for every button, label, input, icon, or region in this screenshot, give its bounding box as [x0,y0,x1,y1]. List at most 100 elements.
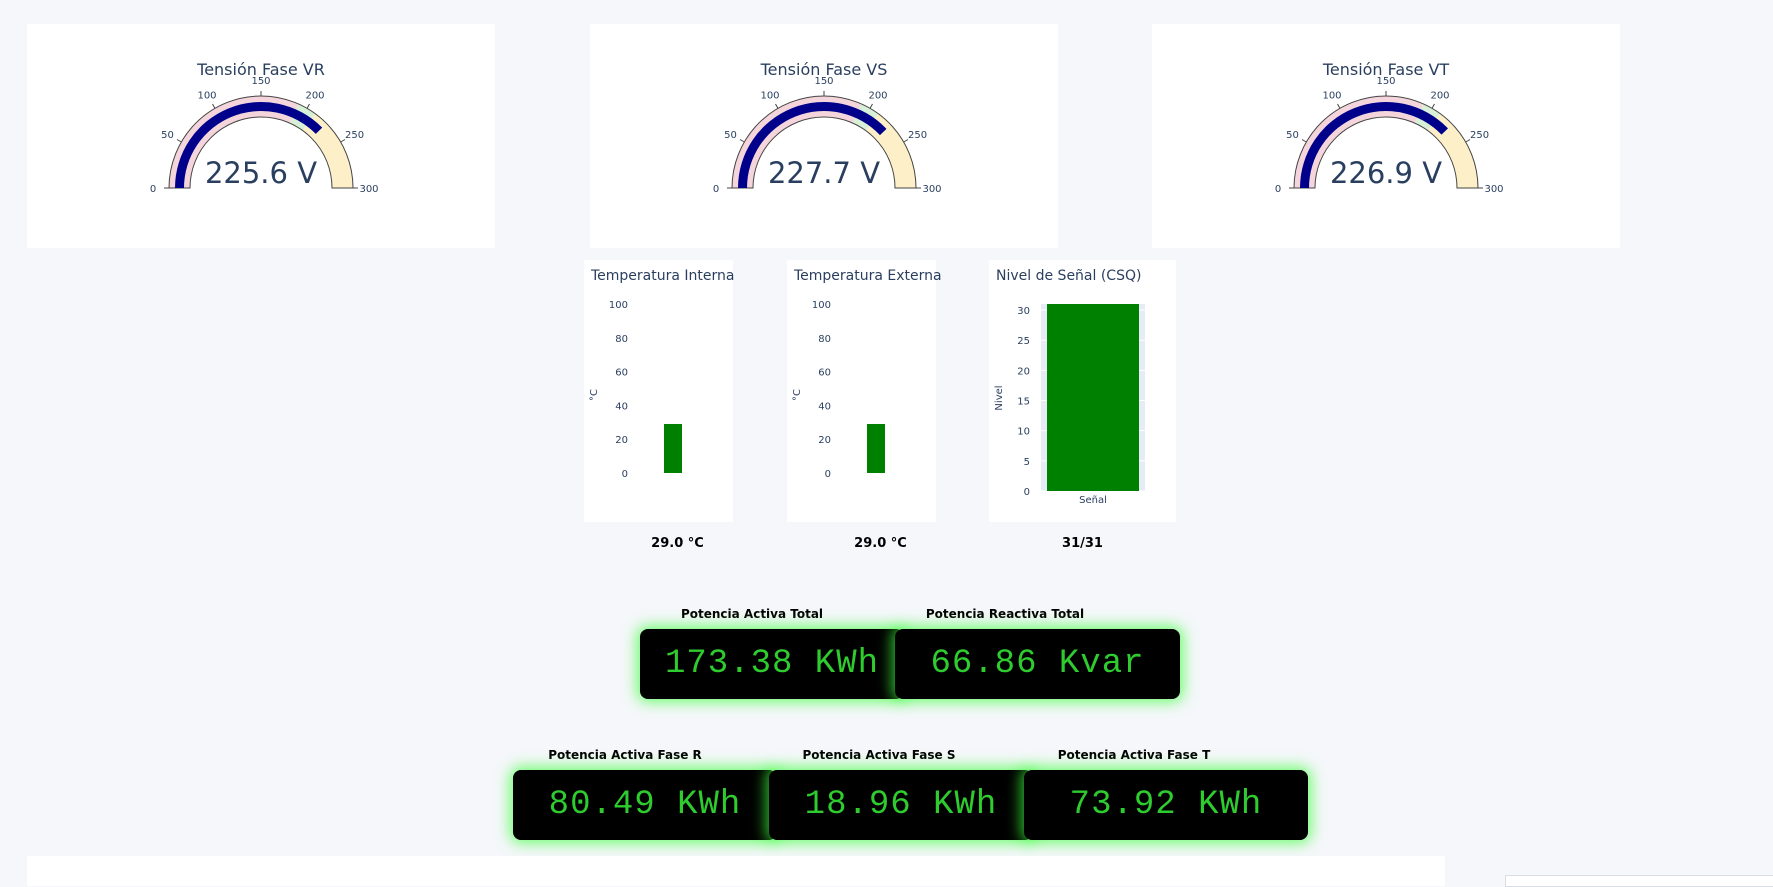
y-tick-label: 100 [812,300,831,311]
gauge-value: 227.7 V [767,156,881,190]
y-tick-label: 80 [818,334,831,345]
gauge-tick [1431,103,1435,109]
gauge-card-vs: Tensión Fase VS 0 50 100 150 200 250 300 227.7… [590,24,1058,248]
y-tick-label: 40 [818,401,831,412]
y-tick-label: 0 [825,469,831,480]
y-tick-label: 0 [1024,487,1030,498]
gauge-outline [168,95,354,189]
potencia-reactiva-total-display: 66.86 Kvar [895,629,1180,699]
temp-externa-chart: 0 20 40 60 80 100 °C [792,300,885,480]
gauge-tick-label: 150 [1376,76,1395,87]
potencia-fase-t-display: 73.92 KWh [1024,770,1308,840]
gauge-tick [176,139,182,143]
gauge-tick-label: 100 [760,90,779,101]
gauge-tick-label: 0 [713,184,719,195]
y-tick-label: 40 [615,401,628,412]
gauge-band [732,96,862,188]
y-tick-label: 30 [1017,306,1030,317]
y-tick-label: 0 [622,469,628,480]
gauge-band [169,96,299,188]
bar [867,423,885,473]
gauge-tick-label: 50 [1286,130,1299,141]
gauge-tick-label: 200 [305,90,324,101]
gauge-tick [1301,139,1307,143]
potencia-fase-r-display: 80.49 KWh [513,770,777,840]
y-tick-label: 10 [1017,427,1030,438]
bar [1047,304,1139,491]
temp-externa-readout: 29.0 °C [854,536,907,551]
y-tick-label: 80 [615,334,628,345]
gauge-tick-label: 300 [359,184,378,195]
y-tick-label: 60 [818,368,831,379]
y-tick-label: 20 [1017,366,1030,377]
potencia-activa-total-label: Potencia Activa Total [680,607,824,621]
gauge-tick-label: 100 [1322,90,1341,101]
gauge-tick-label: 150 [251,76,270,87]
bar [664,423,682,473]
gauge-title: Tensión Fase VT [1322,60,1450,79]
gauge-tick-label: 150 [814,76,833,87]
y-tick-label: 15 [1017,397,1030,408]
gauge-tick [1337,103,1341,109]
y-axis-label: °C [792,389,803,401]
gauge-card-vt: Tensión Fase VT 0 50 100 150 200 250 300 226.9… [1152,24,1620,248]
gauge-tick-label: 100 [197,90,216,101]
chart-title: Nivel de Señal (CSQ) [996,268,1142,284]
temp-interna-chart: 0 20 40 60 80 100 °C [589,300,682,480]
gauge-tick [1465,139,1471,143]
chart-title: Temperatura Interna [591,268,735,284]
gauge-vt: 0 50 100 150 200 250 300 [1275,76,1504,195]
gauge-value-bar [1300,102,1449,188]
signal-readout: 31/31 [1062,536,1103,551]
gauge-tick-label: 0 [150,184,156,195]
signal-chart: 0 5 10 15 20 25 30 Señal Nivel [994,304,1145,506]
potencia-fase-t-label: Potencia Activa Fase T [1057,748,1211,762]
signal-card: Nivel de Señal (CSQ) 0 5 10 15 20 25 30 Señal Ni… [989,260,1176,522]
gauge-tick [306,103,310,109]
gauge-tick-label: 200 [1430,90,1449,101]
gauge-value: 226.9 V [1329,156,1443,190]
y-tick-label: 20 [615,435,628,446]
potencia-fase-r-label: Potencia Activa Fase R [548,748,702,762]
gauge-value-bar [738,102,887,188]
y-tick-label: 60 [615,368,628,379]
gauge-vs: 0 50 100 150 200 250 300 [713,76,942,195]
gauge-tick [739,139,745,143]
gauge-tick-label: 250 [1470,130,1489,141]
gauge-tick [775,103,779,109]
y-axis-label: °C [589,389,600,401]
y-axis-label: Nivel [994,385,1005,410]
y-tick-label: 5 [1024,457,1030,468]
corner-panel [1505,875,1773,887]
gauge-outline [731,95,917,189]
temp-interna-card: Temperatura Interna 0 20 40 60 80 100 °C [584,260,735,522]
temp-interna-readout: 29.0 °C [651,536,704,551]
gauge-card-vr: Tensión Fase VR 0 50 100 150 200 250 300 225.6… [27,24,495,248]
gauge-tick [903,139,909,143]
chart-title: Temperatura Externa [794,268,942,284]
gauge-tick [212,103,216,109]
gauge-tick-label: 0 [1275,184,1281,195]
gauge-tick-label: 250 [908,130,927,141]
gauge-vr: 0 50 100 150 200 250 300 [150,76,379,195]
potencia-fase-s-label: Potencia Activa Fase S [802,748,956,762]
gauge-value-bar [175,101,323,188]
gauge-tick-label: 200 [868,90,887,101]
gauge-value: 225.6 V [204,156,318,190]
gauge-tick-label: 250 [345,130,364,141]
gauge-title: Tensión Fase VS [760,60,888,79]
bottom-panel [27,856,1445,886]
x-tick-label: Señal [1079,495,1107,506]
y-tick-label: 20 [818,435,831,446]
gauge-tick [340,139,346,143]
gauge-outline [1293,95,1479,189]
gauge-title: Tensión Fase VR [197,60,325,79]
y-tick-label: 100 [609,300,628,311]
y-tick-label: 25 [1017,336,1030,347]
gauge-band [1294,96,1424,188]
temp-externa-card: Temperatura Externa 0 20 40 60 80 100 °C [787,260,942,522]
gauge-tick-label: 300 [1484,184,1503,195]
gauge-tick [869,103,873,109]
potencia-reactiva-total-label: Potencia Reactiva Total [925,607,1085,621]
gauge-tick-label: 300 [922,184,941,195]
